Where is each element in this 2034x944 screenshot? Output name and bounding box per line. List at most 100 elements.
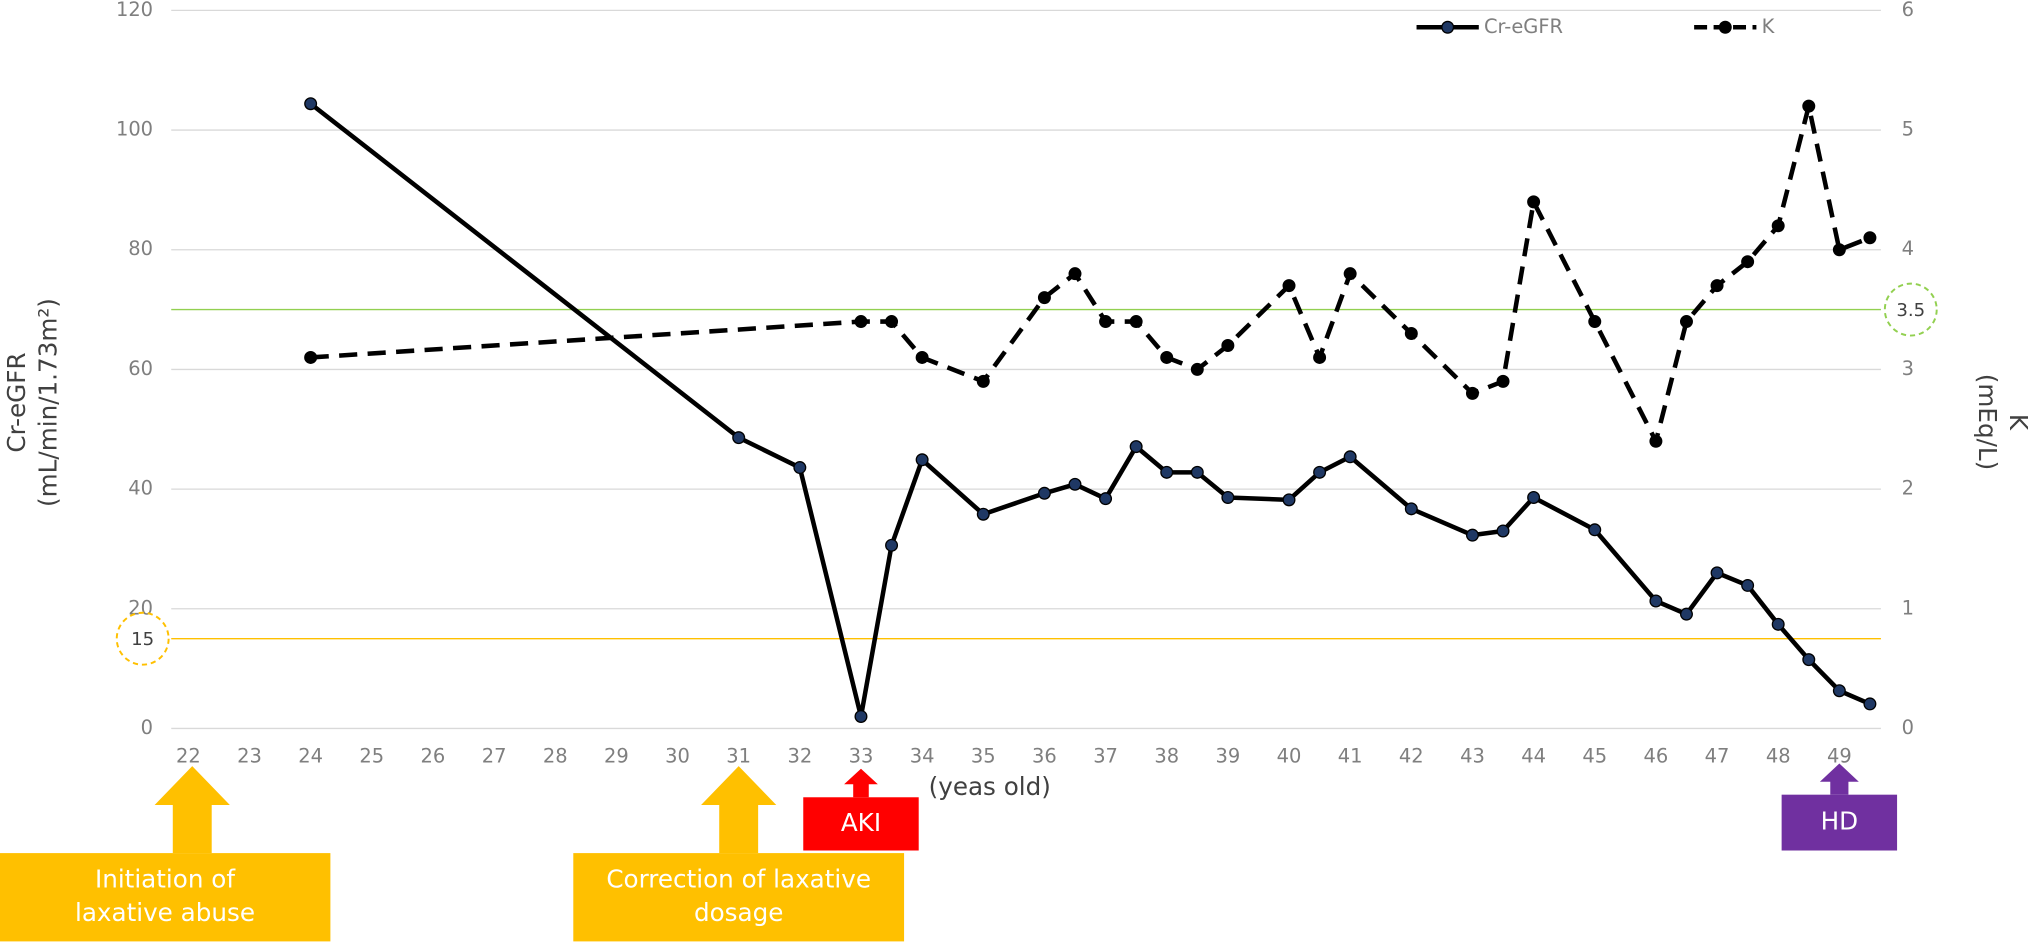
annotation-text: Correction of laxative (606, 864, 871, 893)
reference-label: 15 (131, 629, 154, 650)
data-point (1710, 279, 1724, 293)
data-point (1649, 434, 1663, 448)
y2-axis-label: K (2004, 414, 2033, 431)
x-tick-label: 30 (665, 745, 690, 768)
x-tick-label: 40 (1277, 745, 1302, 768)
x-tick-label: 47 (1705, 745, 1730, 768)
data-point (304, 97, 318, 111)
reference-label: 3.5 (1896, 300, 1925, 321)
x-tick-label: 42 (1399, 745, 1424, 768)
data-point (1343, 450, 1357, 464)
data-point (1741, 578, 1755, 592)
data-point (1404, 502, 1418, 516)
data-point (1037, 291, 1051, 305)
data-point (885, 538, 899, 552)
y-tick-label: 120 (116, 0, 153, 21)
data-point (1527, 490, 1541, 504)
x-tick-label: 28 (543, 745, 568, 768)
x-tick-label: 49 (1827, 745, 1852, 768)
data-point (1343, 267, 1357, 281)
y2-tick-label: 6 (1902, 0, 1914, 21)
annotation-box (573, 853, 905, 942)
y-axis-label: Cr-eGFR (2, 352, 31, 452)
annotation-arrow (1819, 763, 1859, 795)
data-point (1527, 195, 1541, 209)
data-point (793, 461, 807, 475)
reference-circle (1883, 282, 1938, 337)
y-axis-label: (mL/min/1.73m²) (33, 298, 62, 507)
y-tick-label: 0 (141, 716, 153, 739)
data-point (732, 431, 746, 445)
data-point (1588, 523, 1602, 537)
y2-axis-label: (mEq/L) (1973, 374, 2002, 471)
x-tick-label: 41 (1338, 745, 1363, 768)
x-tick-label: 33 (849, 745, 874, 768)
data-point (1802, 653, 1816, 667)
annotation-box (1781, 794, 1898, 851)
x-tick-label: 38 (1154, 745, 1179, 768)
y-tick-label: 80 (128, 237, 153, 260)
y2-tick-label: 0 (1902, 716, 1914, 739)
y-tick-label: 100 (116, 118, 153, 141)
data-point (1710, 566, 1724, 580)
data-point (1771, 617, 1785, 631)
y2-tick-label: 4 (1902, 237, 1914, 260)
data-point (1313, 350, 1327, 364)
x-tick-label: 26 (421, 745, 446, 768)
data-point (1832, 684, 1846, 698)
x-tick-label: 48 (1766, 745, 1791, 768)
series-line (309, 101, 1871, 719)
x-axis-label: (yeas old) (929, 772, 1051, 801)
x-tick-label: 44 (1521, 745, 1546, 768)
x-tick-label: 25 (359, 745, 384, 768)
data-point (1068, 267, 1082, 281)
x-tick-label: 34 (910, 745, 935, 768)
annotation-text: Initiation of (95, 864, 236, 893)
x-tick-label: 36 (1032, 745, 1057, 768)
y2-tick-label: 1 (1902, 596, 1914, 619)
data-point (1190, 465, 1204, 479)
annotation-text: laxative abuse (75, 898, 255, 927)
data-point (1863, 231, 1877, 245)
data-point (1588, 315, 1602, 329)
x-tick-label: 31 (726, 745, 751, 768)
annotation-text: dosage (694, 898, 783, 927)
data-point (304, 350, 318, 364)
data-point (1129, 315, 1143, 329)
data-point (1771, 219, 1785, 233)
x-tick-label: 43 (1460, 745, 1485, 768)
x-tick-label: 22 (176, 745, 201, 768)
annotation-arrow (154, 766, 230, 854)
data-point (1282, 279, 1296, 293)
data-point (1649, 594, 1663, 608)
annotation-arrow (701, 766, 777, 854)
x-tick-label: 32 (787, 745, 812, 768)
annotation-arrow (844, 768, 878, 798)
annotation-text: HD (1821, 807, 1858, 836)
data-point (1160, 350, 1174, 364)
x-tick-label: 45 (1582, 745, 1607, 768)
data-point (1741, 255, 1755, 269)
x-tick-label: 29 (604, 745, 629, 768)
data-point (1282, 493, 1296, 507)
data-point (1037, 486, 1051, 500)
data-point (1099, 492, 1113, 506)
series-line (310, 103, 1871, 444)
x-tick-label: 37 (1093, 745, 1118, 768)
data-point (915, 350, 929, 364)
data-point (915, 453, 929, 467)
data-point (1802, 99, 1816, 113)
data-point (1404, 327, 1418, 341)
data-point (1832, 243, 1846, 257)
legend-label: Cr-eGFR (1484, 15, 1563, 38)
x-tick-label: 39 (1215, 745, 1240, 768)
data-point (854, 315, 868, 329)
data-point (1679, 607, 1693, 621)
data-point (976, 374, 990, 388)
data-point (885, 315, 899, 329)
data-point (1160, 465, 1174, 479)
data-point (1068, 477, 1082, 491)
data-point (976, 507, 990, 521)
